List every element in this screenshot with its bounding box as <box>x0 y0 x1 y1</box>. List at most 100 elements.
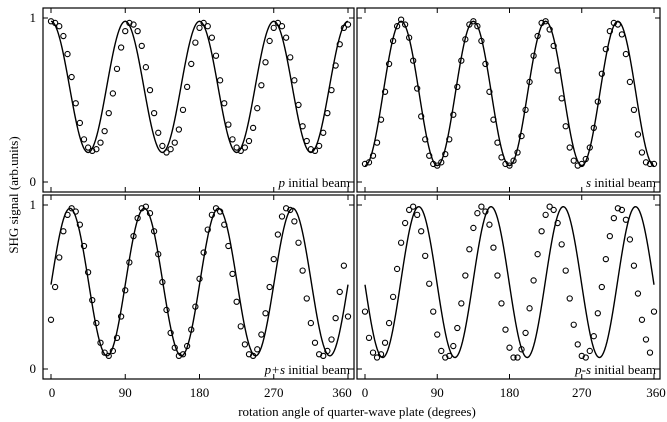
panel-p-plus-s-data-point <box>324 347 331 355</box>
panel-p-plus-s-data-point <box>97 339 104 346</box>
panel-p-minus-s-data-point <box>550 206 557 214</box>
panel-s-data-point <box>389 37 397 45</box>
panel-p-plus-s-data-point <box>212 205 220 212</box>
panel-s-data-point <box>574 162 581 169</box>
panel-p-minus-s-data-point <box>610 214 618 222</box>
panel-p-label: p initial beam <box>278 175 350 190</box>
panel-p-data-point <box>150 109 158 117</box>
panel-p-plus-s-data-point <box>188 326 195 333</box>
panel-p-data-point <box>138 42 145 50</box>
panel-p-minus-s-data-point <box>377 351 385 358</box>
panel-p-data-point <box>249 124 257 132</box>
panel-p-plus-s-xtick-label: 90 <box>119 385 132 400</box>
panel-s-data-point <box>634 131 642 138</box>
panel-s-data-point <box>542 18 549 25</box>
panel-p-minus-s-data-point <box>385 319 393 327</box>
panel-p-data-point <box>113 65 121 72</box>
panel-s-data-point <box>546 26 553 33</box>
panel-p-minus-s-data-point <box>526 305 533 312</box>
panel-p-data-point <box>216 77 224 84</box>
panel-p-plus-s-data-point <box>328 336 335 343</box>
panel-p-minus-s-data-point <box>458 300 465 307</box>
panel-p-minus-s-data-point <box>562 267 569 274</box>
panel-p-plus-s-data-point <box>101 349 108 356</box>
panel-p-plus-s-data-point <box>311 339 319 346</box>
panel-s-data-point <box>514 149 521 156</box>
panel-p-frame <box>42 7 355 193</box>
panel-p-plus-s-data-point <box>221 221 228 228</box>
panel-s-data-point <box>434 162 441 169</box>
panel-p-data-point <box>229 136 236 143</box>
panel-p-plus-s-data-point <box>51 283 59 291</box>
panel-p-plus-s-data-point <box>163 306 170 314</box>
panel-p-minus-s-data-point <box>361 308 369 315</box>
panel-p-data-point <box>266 37 273 45</box>
panel-s-data-point <box>373 139 381 146</box>
panel-p-plus-s-data-point <box>208 211 216 218</box>
panel-p-minus-s-data-point <box>642 336 650 343</box>
panel-p-data-point <box>225 121 232 128</box>
panel-s-data-point <box>618 31 626 38</box>
y-axis-title: SHG signal (arb.units) <box>6 136 21 253</box>
panel-s-data-point <box>401 21 409 28</box>
panel-p-plus-s-data-point <box>159 278 166 286</box>
panel-s-data-point <box>426 152 433 159</box>
panel-p-data-point <box>221 100 228 107</box>
panel-p-plus-s-data-point <box>167 329 174 337</box>
panel-p-data-point <box>303 137 310 145</box>
panel-p-plus-s-data-point <box>109 347 117 355</box>
panel-p-minus-s-data-point <box>586 347 593 355</box>
panel-s-data-point <box>506 162 513 169</box>
panel-p-minus-s-data-point <box>498 300 505 307</box>
panel-p-minus-s-data-point <box>578 352 585 360</box>
panel-p-minus-s-data-point <box>426 280 433 287</box>
panel-p-minus-s-data-point <box>534 251 541 258</box>
panel-p-data-point <box>101 128 108 135</box>
panel-p-minus-s-data-point <box>401 219 409 227</box>
panel-s-data-point <box>450 111 457 118</box>
panel-p-minus-s-data-point <box>414 211 421 218</box>
panel-p-minus-s-data-point <box>389 293 397 300</box>
panel-p-plus-s-data-point <box>134 214 141 222</box>
panel-p-plus-s-data-point <box>332 315 339 322</box>
panel-p-minus-s-data-point <box>418 228 425 235</box>
panel-p-minus-s-data-point <box>606 233 613 240</box>
panel-p-minus-s-data-point <box>466 246 473 253</box>
panel-p-plus-s-data-point <box>179 351 187 358</box>
panel-p-plus-s-label: p+s initial beam <box>264 362 350 377</box>
panel-p-minus-s-data-point <box>393 265 401 273</box>
panel-s-data-point <box>642 159 650 166</box>
panel-p-data-point <box>254 105 261 112</box>
panel-p-minus-s-data-point <box>482 208 489 215</box>
panel-s-data-point <box>626 78 634 86</box>
panel-s-data-point <box>446 136 453 143</box>
panel-p-data-point <box>179 106 187 113</box>
panel-s-data-point <box>442 150 449 158</box>
panel-s-data-point <box>490 116 497 123</box>
panel-p-data-point <box>245 137 253 145</box>
panel-s-data-point <box>418 113 425 120</box>
panel-p-minus-s-data-point <box>446 352 453 360</box>
panel-p-plus-s-data-point <box>105 352 112 360</box>
panel-p-plus-s-data-point <box>113 334 121 341</box>
panel-s-data-point <box>502 160 509 168</box>
panel-p-minus-s-fit-line <box>364 205 655 359</box>
panel-p-data-point <box>56 23 63 30</box>
panel-p-data-point <box>171 139 178 146</box>
panel-s-data-point <box>478 37 485 45</box>
panel-p-data-point <box>97 139 104 146</box>
panel-p-plus-s-data-point <box>303 295 310 302</box>
panel-p-minus-s-data-point <box>373 354 381 361</box>
panel-p-plus-s-xtick-label: 360 <box>332 385 352 400</box>
panel-p-plus-s-ytick-label: 0 <box>30 361 37 376</box>
panel-p-plus-s-xtick-label: 270 <box>264 385 284 400</box>
panel-s-data-point <box>393 23 401 30</box>
panel-s-data-point <box>498 154 505 161</box>
panel-p-minus-s-label-text: initial beam <box>591 362 656 377</box>
panel-p-data-point <box>117 44 125 51</box>
panel-p-plus-s-xtick-label: 0 <box>49 385 56 400</box>
panel-p-plus-s-data-point <box>241 341 249 348</box>
panel-p-data-point <box>233 144 240 151</box>
panel-p-minus-s-label: p-s initial beam <box>574 362 656 377</box>
panel-s-data-point <box>361 160 369 168</box>
